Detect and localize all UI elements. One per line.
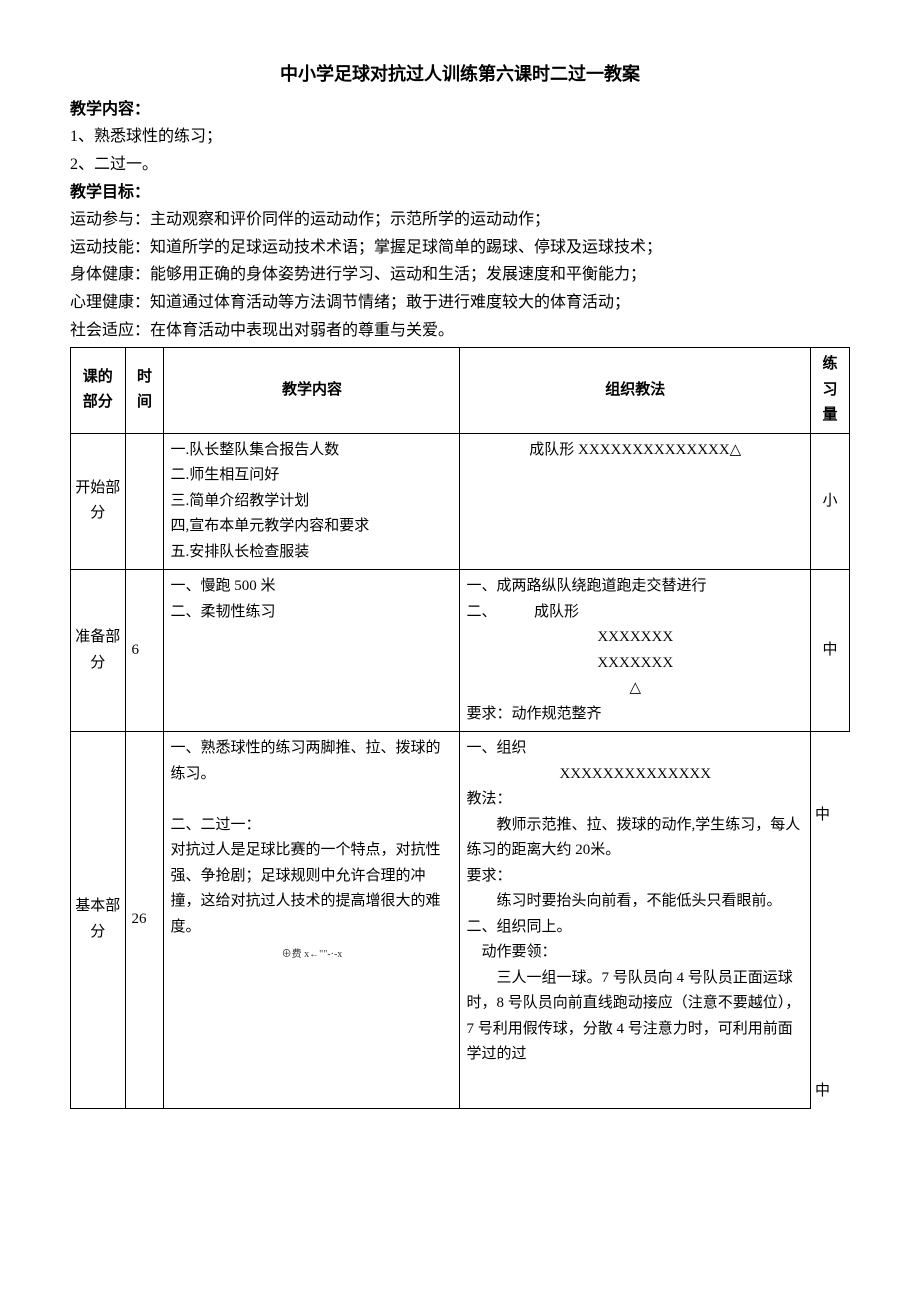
content-item-1: 1、熟悉球性的练习；	[70, 124, 850, 150]
prep-x2: XXXXXXX	[466, 651, 804, 677]
doc-title: 中小学足球对抗过人训练第六课时二过一教案	[70, 60, 850, 89]
goal-item-1: 运动参与：主动观察和评价同伴的运动动作；示范所学的运动动作；	[70, 207, 850, 233]
row-start: 开始部分 一.队长整队集合报告人数 二.师生相互问好 三.简单介绍教学计划 四,…	[71, 433, 850, 570]
start-formation: 成队形 XXXXXXXXXXXXXX△	[466, 438, 804, 464]
goal-label: 教学目标：	[70, 184, 150, 201]
main-method: 一、组织 XXXXXXXXXXXXXX 教法： 教师示范推、拉、拨球的动作,学生…	[460, 732, 811, 1109]
prep-content: 一、慢跑 500 米 二、柔韧性练习	[164, 570, 460, 732]
main-c2: 二、二过一：	[170, 813, 453, 839]
prep-method: 一、成两路纵队绕跑道跑走交替进行 二、 成队形 XXXXXXX XXXXXXX …	[460, 570, 811, 732]
th-part: 课的部分	[71, 348, 126, 434]
main-mp1: 教师示范推、拉、拨球的动作,学生练习，每人练习的距离大约 20米。	[466, 813, 804, 864]
row-prep: 准备部分 6 一、慢跑 500 米 二、柔韧性练习 一、成两路纵队绕跑道跑走交替…	[71, 570, 850, 732]
header-row: 课的部分 时间 教学内容 组织教法 练习量	[71, 348, 850, 434]
prep-x1: XXXXXXX	[466, 625, 804, 651]
main-content: 一、熟悉球性的练习两脚推、拉、拨球的练习。 二、二过一： 对抗过人是足球比赛的一…	[164, 732, 460, 1109]
main-amount-1: 中	[811, 732, 849, 900]
th-method: 组织教法	[460, 348, 811, 434]
main-part: 基本部分	[71, 732, 126, 1109]
goal-item-3: 身体健康：能够用正确的身体姿势进行学习、运动和生活；发展速度和平衡能力；	[70, 262, 850, 288]
row-main: 基本部分 26 一、熟悉球性的练习两脚推、拉、拨球的练习。 二、二过一： 对抗过…	[71, 732, 850, 1109]
prep-tri: △	[466, 676, 804, 702]
main-time: 26	[125, 732, 164, 1109]
th-amount: 练习量	[811, 348, 850, 434]
start-amount: 小	[811, 433, 850, 570]
main-amount: 中 中	[811, 732, 850, 1109]
goal-item-2: 运动技能：知道所学的足球运动技术术语；掌握足球简单的踢球、停球及运球技术；	[70, 235, 850, 261]
main-c1: 一、熟悉球性的练习两脚推、拉、拨球的练习。	[170, 736, 453, 787]
main-m5: 动作要领：	[466, 940, 804, 966]
main-diagram-2	[170, 969, 453, 986]
main-m3: 要求：	[466, 864, 804, 890]
intro-block: 教学内容： 1、熟悉球性的练习； 2、二过一。 教学目标： 运动参与：主动观察和…	[70, 97, 850, 343]
main-m1: 一、组织	[466, 736, 804, 762]
prep-req: 要求：动作规范整齐	[466, 702, 804, 728]
main-mp2: 练习时要抬头向前看，不能低头只看眼前。	[466, 889, 804, 915]
goal-item-5: 社会适应：在体育活动中表现出对弱者的尊重与关爱。	[70, 318, 850, 344]
prep-m2: 二、 成队形	[466, 600, 804, 626]
content-label: 教学内容：	[70, 101, 150, 118]
main-mp3: 三人一组一球。7 号队员向 4 号队员正面运球时，8 号队员向前直线跑动接应（注…	[466, 966, 804, 1068]
prep-time: 6	[125, 570, 164, 732]
main-mx: XXXXXXXXXXXXXX	[466, 762, 804, 788]
main-c3: 对抗过人是足球比赛的一个特点，对抗性强、争抢剧；足球规则中允许合理的冲撞，这给对…	[170, 838, 453, 940]
start-method: 成队形 XXXXXXXXXXXXXX△	[460, 433, 811, 570]
start-content: 一.队长整队集合报告人数 二.师生相互问好 三.简单介绍教学计划 四,宣布本单元…	[164, 433, 460, 570]
main-m2: 教法：	[466, 787, 804, 813]
start-time	[125, 433, 164, 570]
main-m4: 二、组织同上。	[466, 915, 804, 941]
lesson-table: 课的部分 时间 教学内容 组织教法 练习量 开始部分 一.队长整队集合报告人数 …	[70, 347, 850, 1109]
prep-m1: 一、成两路纵队绕跑道跑走交替进行	[466, 574, 804, 600]
th-time: 时间	[125, 348, 164, 434]
th-content: 教学内容	[164, 348, 460, 434]
prep-part: 准备部分	[71, 570, 126, 732]
main-diagram: ⊕费 x←""-·-x	[170, 946, 453, 963]
start-part: 开始部分	[71, 433, 126, 570]
content-item-2: 2、二过一。	[70, 152, 850, 178]
main-amount-2: 中	[811, 900, 849, 1108]
prep-amount: 中	[811, 570, 850, 732]
goal-item-4: 心理健康：知道通过体育活动等方法调节情绪；敢于进行难度较大的体育活动；	[70, 290, 850, 316]
